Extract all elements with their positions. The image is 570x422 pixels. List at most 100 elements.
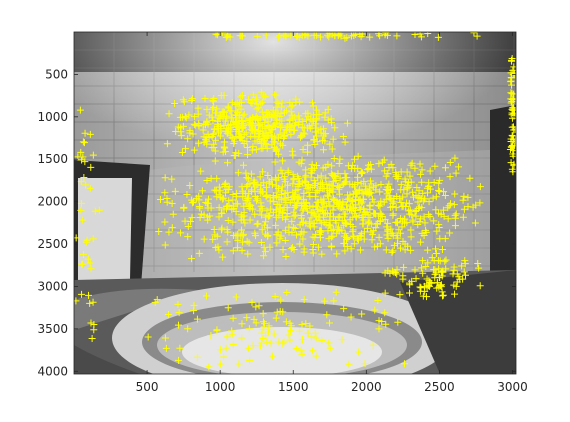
feature-point-marker: [224, 159, 232, 167]
feature-point-marker: [325, 198, 333, 206]
feature-point-marker: [380, 198, 388, 206]
feature-point-marker: [330, 203, 338, 211]
feature-point-marker: [316, 227, 324, 235]
feature-point-marker: [177, 229, 185, 237]
y-tick-label: 1000: [37, 110, 68, 124]
feature-point-marker: [408, 188, 416, 196]
feature-point-marker: [361, 360, 369, 368]
feature-point-marker: [217, 209, 225, 217]
feature-point-marker: [459, 213, 467, 221]
feature-point-marker: [359, 216, 367, 224]
feature-point-marker: [474, 260, 482, 268]
feature-point-marker: [77, 148, 85, 156]
feature-point-marker: [324, 105, 332, 113]
feature-point-marker: [190, 120, 198, 128]
feature-point-marker: [203, 213, 211, 221]
feature-point-marker: [319, 206, 327, 214]
photo-background: [74, 32, 516, 374]
feature-point-marker: [418, 204, 426, 212]
feature-point-marker: [238, 119, 246, 127]
feature-point-marker: [308, 117, 316, 125]
feature-point-marker: [378, 213, 386, 221]
feature-point-marker: [87, 265, 95, 273]
feature-point-marker: [314, 174, 322, 182]
feature-point-marker: [382, 246, 390, 254]
x-tick-label: 3000: [497, 380, 528, 394]
feature-point-marker: [305, 189, 313, 197]
feature-point-marker: [288, 147, 296, 155]
feature-point-marker: [439, 206, 447, 214]
feature-point-marker: [318, 179, 326, 187]
feature-point-marker: [224, 228, 232, 236]
feature-point-marker: [260, 221, 268, 229]
feature-point-marker: [247, 201, 255, 209]
feature-point-marker: [187, 217, 195, 225]
feature-point-marker: [449, 270, 457, 278]
feature-point-marker: [190, 301, 198, 309]
feature-point-marker: [250, 176, 258, 184]
feature-point-marker: [78, 156, 86, 164]
feature-point-marker: [300, 189, 308, 197]
feature-point-marker: [207, 331, 215, 339]
feature-point-marker: [89, 235, 97, 243]
feature-point-marker: [270, 198, 278, 206]
feature-point-marker: [397, 215, 405, 223]
feature-point-marker: [251, 210, 259, 218]
feature-point-marker: [95, 206, 103, 214]
feature-point-marker: [197, 210, 205, 218]
feature-point-marker: [175, 309, 183, 317]
feature-point-marker: [161, 189, 169, 197]
feature-point-marker: [341, 170, 349, 178]
feature-point-marker: [394, 175, 402, 183]
feature-point-marker: [308, 99, 316, 107]
feature-point-marker: [295, 327, 303, 335]
feature-point-marker: [377, 180, 385, 188]
feature-point-marker: [246, 115, 254, 123]
feature-point-marker: [510, 70, 516, 78]
feature-point-marker: [436, 235, 444, 243]
feature-point-marker: [333, 250, 341, 258]
feature-point-marker: [325, 319, 333, 327]
feature-point-marker: [424, 189, 432, 197]
feature-point-marker: [393, 218, 401, 226]
feature-point-marker: [266, 128, 274, 136]
feature-point-marker: [263, 207, 271, 215]
feature-point-marker: [373, 220, 381, 228]
feature-point-marker: [381, 309, 389, 317]
feature-point-marker: [476, 199, 484, 207]
feature-point-marker: [275, 100, 283, 108]
feature-point-marker: [290, 245, 298, 253]
feature-point-marker: [238, 320, 246, 328]
feature-point-marker: [327, 243, 335, 251]
feature-point-marker: [418, 178, 426, 186]
feature-point-marker: [216, 112, 224, 120]
feature-point-marker: [235, 111, 243, 119]
feature-point-marker: [292, 95, 300, 103]
feature-point-marker: [312, 32, 320, 39]
feature-point-marker: [311, 210, 319, 218]
feature-point-marker: [347, 32, 355, 40]
feature-point-marker: [387, 196, 395, 204]
feature-point-marker: [246, 216, 254, 224]
feature-point-marker: [211, 147, 219, 155]
feature-point-marker: [416, 215, 424, 223]
feature-point-marker: [295, 158, 303, 166]
feature-point-marker: [272, 314, 280, 322]
feature-point-marker: [384, 267, 392, 275]
feature-point-marker: [445, 202, 453, 210]
feature-point-marker: [286, 336, 294, 344]
feature-point-marker: [305, 122, 313, 130]
feature-point-marker: [79, 251, 87, 259]
feature-point-marker: [414, 220, 422, 228]
feature-point-marker: [424, 246, 432, 254]
feature-point-marker: [319, 198, 327, 206]
feature-point-marker: [303, 185, 311, 193]
feature-point-marker: [180, 98, 188, 106]
feature-point-marker: [210, 225, 218, 233]
feature-point-marker: [218, 210, 226, 218]
feature-point-marker: [208, 113, 216, 121]
feature-point-marker: [369, 231, 377, 239]
feature-point-marker: [274, 33, 282, 41]
feature-point-marker: [476, 282, 484, 290]
feature-point-marker: [86, 299, 94, 307]
